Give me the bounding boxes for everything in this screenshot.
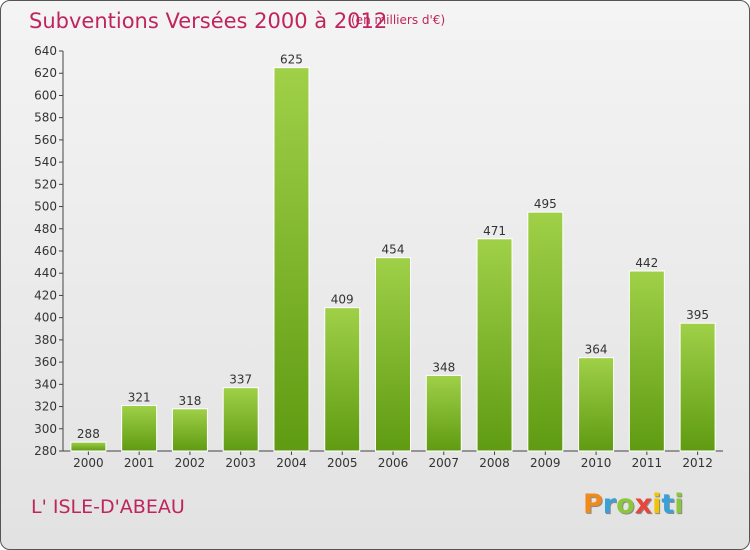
bar-value-label: 454 — [382, 243, 405, 257]
chart-title: Subventions Versées 2000 à 2012 — [29, 9, 388, 33]
bar — [171, 408, 208, 452]
y-tick-label: 380 — [34, 333, 57, 347]
bar — [476, 238, 513, 452]
bar-value-label: 364 — [585, 343, 608, 357]
logo-letter: o — [616, 489, 635, 520]
x-tick-label: 2007 — [428, 456, 459, 470]
bar — [628, 270, 665, 452]
bar — [273, 67, 310, 452]
x-tick-label: 2008 — [479, 456, 510, 470]
bar — [578, 357, 615, 452]
bar-value-label: 625 — [280, 53, 303, 67]
y-tick-label: 300 — [34, 422, 57, 436]
x-tick-label: 2010 — [581, 456, 612, 470]
logo-letter: x — [634, 489, 653, 520]
x-tick-label: 2004 — [276, 456, 307, 470]
y-tick-label: 540 — [34, 155, 57, 169]
y-tick-label: 360 — [34, 355, 57, 369]
bar-value-label: 442 — [635, 256, 658, 270]
bar-value-label: 318 — [178, 394, 201, 408]
bar — [375, 257, 411, 452]
x-tick-label: 2000 — [73, 456, 104, 470]
y-tick-label: 320 — [34, 400, 57, 414]
bar — [222, 387, 259, 452]
y-tick-label: 280 — [34, 444, 57, 458]
logo-letter: t — [661, 489, 675, 520]
x-tick-label: 2005 — [327, 456, 358, 470]
y-tick-label: 480 — [34, 222, 57, 236]
place-name: L' ISLE-D'ABEAU — [31, 496, 185, 518]
bar-value-label: 395 — [686, 308, 709, 322]
y-tick-label: 500 — [34, 200, 57, 214]
y-tick-label: 440 — [34, 266, 57, 280]
x-tick-label: 2009 — [530, 456, 561, 470]
y-tick-label: 640 — [34, 44, 57, 58]
y-tick-label: 580 — [34, 111, 57, 125]
bar-value-label: 321 — [128, 390, 151, 404]
chart-subtitle: (en milliers d'€) — [351, 13, 446, 27]
bar-value-label: 288 — [77, 427, 100, 441]
y-axis: 280 300 320 340 360 380 400 420 440 460 480 500 520 5… — [34, 44, 64, 458]
bar — [121, 404, 158, 452]
y-tick-label: 460 — [34, 244, 57, 258]
y-tick-label: 620 — [34, 66, 57, 80]
value-labels: 288 321 318 337 625 409 454 348 471 495 364 442 395 — [77, 53, 709, 441]
y-tick-label: 560 — [34, 133, 57, 147]
x-tick-label: 2003 — [225, 456, 256, 470]
y-tick-label: 400 — [34, 311, 57, 325]
bar-value-label: 409 — [331, 293, 354, 307]
x-tick-label: 2012 — [682, 456, 713, 470]
y-tick-label: 420 — [34, 288, 57, 302]
x-tick-label: 2006 — [378, 456, 409, 470]
x-tick-label: 2011 — [632, 456, 663, 470]
x-tick-label: 2002 — [175, 456, 206, 470]
y-tick-label: 520 — [34, 177, 57, 191]
bar — [324, 307, 361, 452]
bar-value-label: 471 — [483, 224, 506, 238]
bar — [679, 322, 716, 452]
bar-value-label: 348 — [432, 360, 455, 374]
bar-value-label: 495 — [534, 197, 557, 211]
x-tick-label: 2001 — [124, 456, 155, 470]
bar — [527, 211, 564, 452]
proxiti-logo[interactable]: Proxiti — [583, 489, 684, 520]
bars — [70, 67, 716, 452]
y-tick-label: 600 — [34, 88, 57, 102]
logo-letter: i — [652, 489, 662, 520]
logo-letter: i — [674, 489, 684, 520]
bar-value-label: 337 — [229, 373, 252, 387]
y-tick-label: 340 — [34, 377, 57, 391]
x-axis: 2000 2001 2002 2003 2004 2005 2006 2007 2008 2009… — [63, 450, 723, 470]
bar — [70, 441, 107, 452]
logo-letter: r — [602, 489, 617, 520]
bar — [425, 374, 462, 452]
logo-letter: P — [583, 489, 603, 520]
